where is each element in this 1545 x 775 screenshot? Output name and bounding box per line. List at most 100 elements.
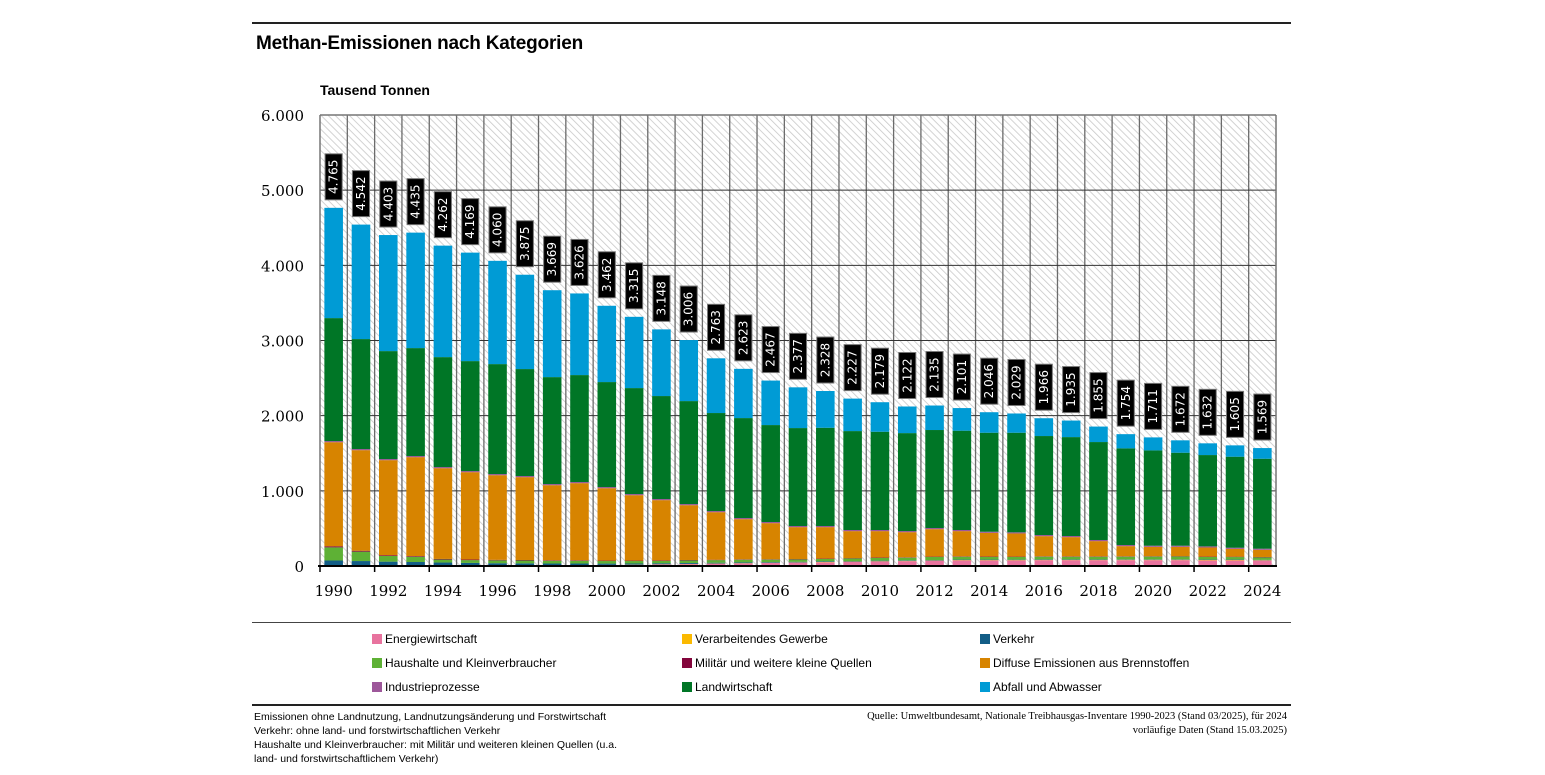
total-label-box [980, 357, 999, 405]
legend-item: Abfall und Abwasser [980, 680, 1102, 694]
bar-segment-abfall-und-abwasser [378, 235, 398, 352]
total-label-box [406, 178, 425, 226]
bar-segment-industrieprozesse [652, 499, 671, 501]
bar-segment-diffuse-emissionen-aus-brennstoffen [979, 532, 999, 557]
total-label-box [1225, 390, 1245, 438]
bar-segment-abfall-und-abwasser [515, 274, 535, 370]
bar-segment-haushalte-und-kleinverbraucher [1007, 556, 1026, 560]
bar-segment-militär-und-weitere-kleine-quellen [460, 559, 480, 561]
bar-segment-diffuse-emissionen-aus-brennstoffen [952, 531, 972, 557]
total-label: 2.328 [818, 343, 832, 377]
bar-segment-industrieprozesse [570, 482, 589, 484]
total-label: 1.569 [1255, 400, 1269, 434]
bar-segment-landwirtschaft [1171, 452, 1190, 546]
legend: Energiewirtschaft Haushalte und Kleinver… [372, 632, 1272, 702]
bar-segment-verkehr [597, 563, 617, 565]
total-label: 1.754 [1119, 386, 1133, 420]
bar-segment-energiewirtschaft [1171, 560, 1190, 566]
bar-segment-industrieprozesse [324, 441, 343, 443]
bar-segment-haushalte-und-kleinverbraucher [1143, 556, 1163, 560]
bar-segment-landwirtschaft [460, 361, 480, 472]
total-label: 3.315 [627, 269, 641, 303]
total-label: 1.935 [1064, 372, 1078, 406]
bar-segment-industrieprozesse [788, 526, 808, 528]
legend-swatch-verkehr [980, 634, 990, 644]
bar-segment-abfall-und-abwasser [897, 406, 917, 434]
total-label: 1.711 [1146, 389, 1160, 423]
total-label-box [1062, 366, 1081, 414]
bar-segment-abfall-und-abwasser [925, 405, 944, 431]
bar-segment-haushalte-und-kleinverbraucher [843, 558, 862, 562]
bar-segment-abfall-und-abwasser [1143, 437, 1163, 451]
bar-segment-industrieprozesse [1089, 539, 1108, 542]
bar-segment-militär-und-weitere-kleine-quellen [324, 546, 343, 548]
bar-segment-haushalte-und-kleinverbraucher [515, 560, 535, 564]
bar-segment-verkehr [570, 563, 589, 566]
bar-segment-diffuse-emissionen-aus-brennstoffen [897, 532, 917, 558]
bar-segment-industrieprozesse [1225, 547, 1245, 549]
footnote: Emissionen ohne Landnutzung, Landnutzung… [254, 711, 606, 723]
bar-segment-verkehr [488, 563, 507, 566]
total-label-box [1007, 358, 1026, 406]
bar-segment-landwirtschaft [843, 431, 862, 530]
bar-segment-abfall-und-abwasser [1171, 440, 1190, 453]
bar-segment-militär-und-weitere-kleine-quellen [542, 560, 562, 561]
chart-title: Methan-Emissionen nach Kategorien [256, 33, 584, 54]
bar-segment-landwirtschaft [952, 430, 972, 530]
bar-segment-industrieprozesse [597, 487, 617, 489]
legend-label: Militär und weitere kleine Quellen [695, 656, 872, 670]
x-tick-label: 2020 [1134, 582, 1172, 600]
legend-item: Industrieprozesse [372, 680, 480, 694]
bar-segment-haushalte-und-kleinverbraucher [734, 559, 753, 563]
bar-segment-diffuse-emissionen-aus-brennstoffen [597, 488, 617, 561]
bar-segment-abfall-und-abwasser [406, 232, 425, 349]
x-tick-label: 1994 [424, 582, 462, 600]
bar-segment-haushalte-und-kleinverbraucher [1225, 557, 1245, 560]
bar-segment-diffuse-emissionen-aus-brennstoffen [378, 460, 398, 556]
bar-segment-haushalte-und-kleinverbraucher [570, 560, 589, 564]
total-label-box [543, 235, 562, 283]
bar-segment-haushalte-und-kleinverbraucher [761, 559, 780, 563]
x-tick-label: 2022 [1189, 582, 1227, 600]
axes: 1990 1992 1994 1996 1998 2000 2002 2004 2006 2008… [261, 107, 1281, 600]
bar-segment-abfall-und-abwasser [952, 408, 972, 431]
total-label: 1.605 [1228, 397, 1242, 431]
bar-segment-verkehr [679, 562, 699, 564]
legend-label: Abfall und Abwasser [993, 680, 1102, 694]
bar-segment-haushalte-und-kleinverbraucher [542, 560, 562, 564]
bar-segment-diffuse-emissionen-aus-brennstoffen [351, 450, 371, 551]
footnote: Verkehr: ohne land- und forstwirtschaftl… [254, 725, 501, 737]
bar-segment-abfall-und-abwasser [460, 252, 480, 362]
bar-segment-abfall-und-abwasser [1061, 420, 1081, 438]
bar-segment-industrieprozesse [925, 528, 944, 530]
total-label-box [515, 220, 534, 268]
bar-segment-industrieprozesse [624, 494, 644, 496]
bar-segment-haushalte-und-kleinverbraucher [1253, 557, 1272, 560]
bar-segment-energiewirtschaft [952, 560, 972, 566]
bar-segment-landwirtschaft [1061, 437, 1081, 537]
bar-segment-abfall-und-abwasser [1034, 418, 1054, 437]
bar-segment-abfall-und-abwasser [979, 412, 999, 433]
total-label: 3.669 [545, 242, 559, 276]
bar-segment-energiewirtschaft [897, 561, 917, 566]
y-axis-unit-label: Tausend Tonnen [320, 82, 430, 98]
total-label: 1.966 [1037, 370, 1051, 404]
bar-segment-energiewirtschaft [1116, 560, 1136, 566]
bar-segment-industrieprozesse [515, 476, 535, 478]
legend-item: Landwirtschaft [682, 680, 772, 694]
total-label-box [1144, 382, 1163, 430]
legend-swatch-verarbeitendes-gewerbe [682, 634, 692, 644]
bar-segment-haushalte-und-kleinverbraucher [979, 556, 999, 560]
bar-segment-haushalte-und-kleinverbraucher [1116, 556, 1136, 560]
bar-segment-diffuse-emissionen-aus-brennstoffen [1034, 536, 1054, 557]
legend-label: Diffuse Emissionen aus Brennstoffen [993, 656, 1190, 670]
bar-segment-haushalte-und-kleinverbraucher [925, 556, 944, 560]
total-label-box [1034, 363, 1053, 411]
x-tick-label: 1998 [533, 582, 571, 600]
total-label: 2.101 [955, 360, 969, 394]
bar-segment-landwirtschaft [897, 433, 917, 532]
bar-segment-landwirtschaft [515, 369, 535, 477]
bar-segment-diffuse-emissionen-aus-brennstoffen [788, 527, 808, 560]
bar-segment-diffuse-emissionen-aus-brennstoffen [324, 442, 343, 547]
bar-segment-landwirtschaft [324, 318, 343, 442]
